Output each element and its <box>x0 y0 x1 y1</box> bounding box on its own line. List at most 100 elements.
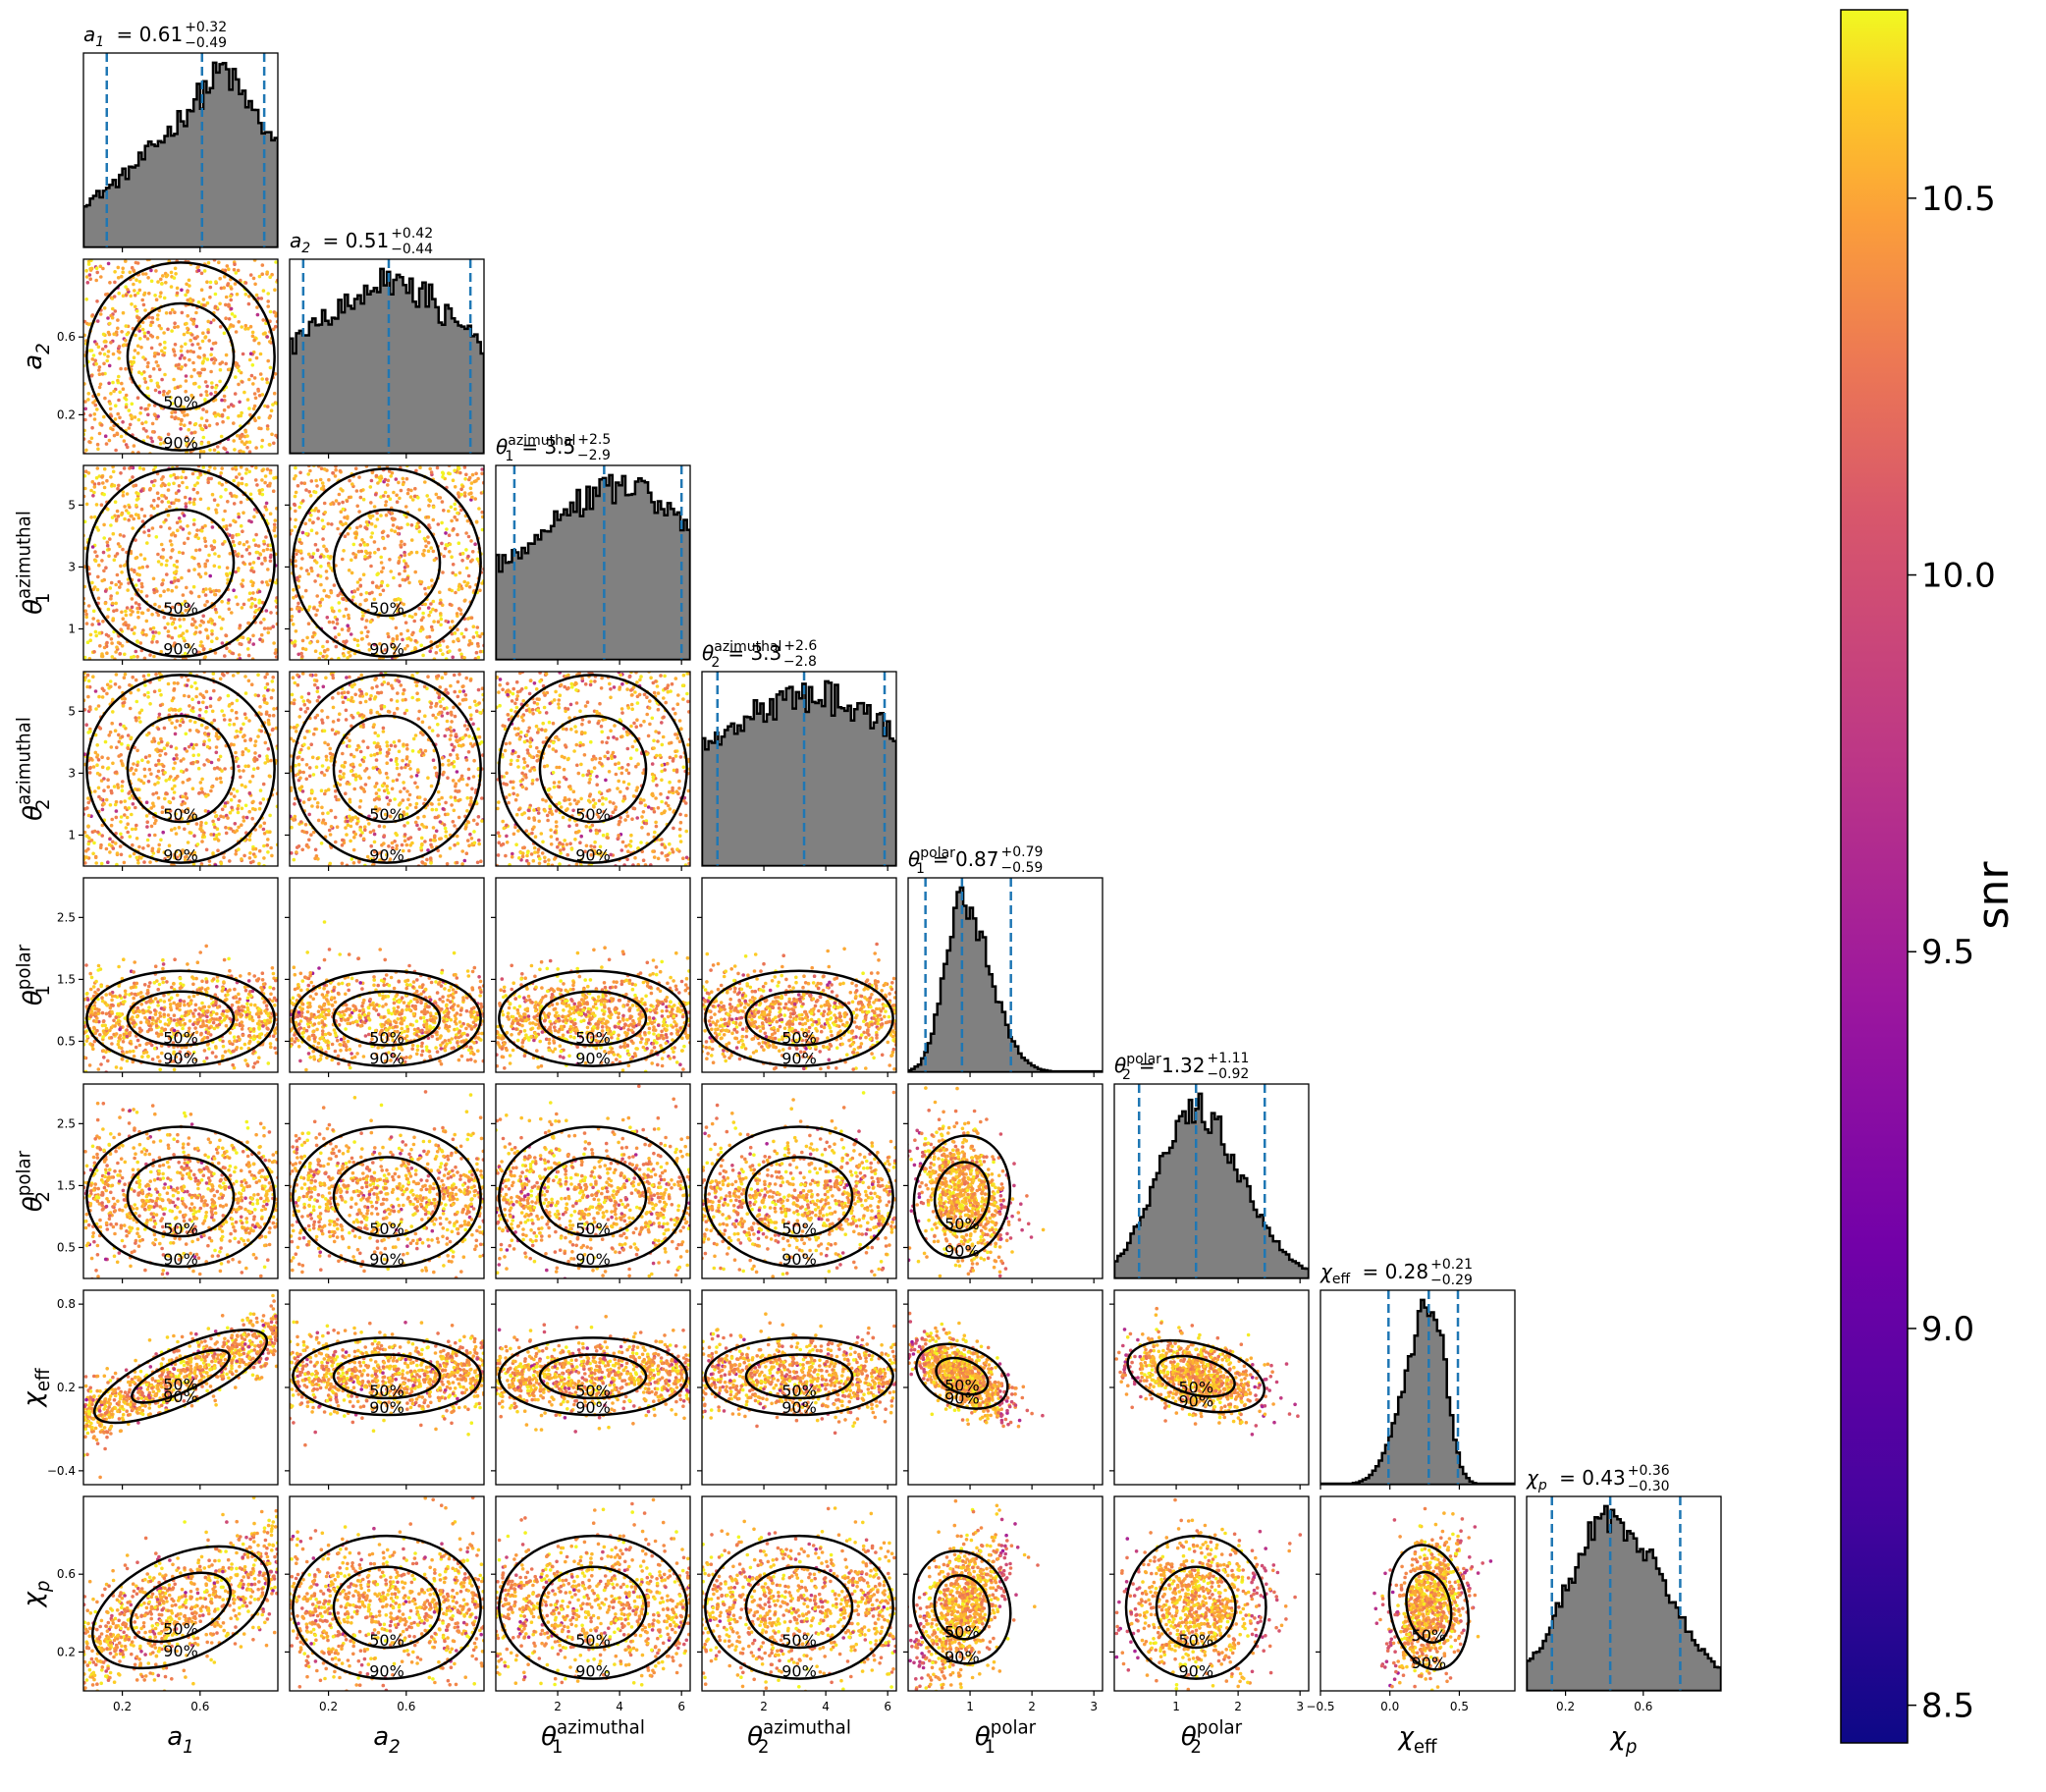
colorbar-tick-label: 9.0 <box>1921 1310 1974 1349</box>
colorbar-label: snr <box>1968 861 2019 930</box>
contour-label: 50% <box>369 1029 404 1048</box>
contour-90 <box>704 969 894 1067</box>
x-tick-label: 4 <box>616 1700 623 1713</box>
contour-label: 90% <box>575 1662 611 1681</box>
y-axis-label-th2az: θazimuthal2 <box>14 717 54 821</box>
axes-frame <box>495 671 691 867</box>
contour-90 <box>292 674 482 864</box>
contour-50 <box>538 714 648 824</box>
contour-90 <box>704 1534 894 1680</box>
contour-50 <box>131 1348 231 1404</box>
contour-label: 90% <box>781 1050 817 1068</box>
contour-label: 90% <box>163 1642 198 1660</box>
scatter-chieff-vs-th2pol: 90%50% <box>1109 1289 1310 1490</box>
axes-frame <box>289 1083 485 1279</box>
histogram-bars-a2 <box>290 267 484 454</box>
contour-50 <box>332 990 442 1047</box>
contour-label: 90% <box>163 640 198 659</box>
contour-label: 90% <box>1412 1654 1447 1672</box>
contour-90 <box>498 1125 688 1269</box>
x-tick-label: 0.0 <box>1380 1700 1399 1713</box>
contour-label: 90% <box>781 1398 817 1417</box>
y-tick-label: 3 <box>68 560 76 573</box>
contour-50 <box>933 1574 992 1641</box>
histogram-chieff: χeff = 0.28 +0.21 −0.29 <box>1319 1257 1516 1490</box>
contour-90 <box>85 969 276 1067</box>
axes-frame <box>82 1495 279 1692</box>
histogram-th2pol: θpolar 2 = 1.32 +1.11 −0.92 <box>1113 1051 1310 1283</box>
scatter-th2pol-vs-a1: 90% 50% 0.5 1.5 2.5 <box>57 1083 279 1283</box>
scatter-chieff-vs-th1az: 90%50% <box>491 1289 691 1490</box>
x-tick-label: 1 <box>1172 1700 1180 1713</box>
x-tick-label: 4 <box>822 1700 830 1713</box>
contour-label: 90% <box>369 846 404 865</box>
colorbar-tick-label: 9.5 <box>1921 933 1974 972</box>
contour-90 <box>85 1125 276 1269</box>
scatter-chieff-vs-a1: 90%50% −0.4 0.2 0.8 <box>47 1289 279 1490</box>
contour-label: 90% <box>575 1398 611 1417</box>
y-axis-label-th1az: θazimuthal1 <box>14 511 54 615</box>
contour-label: 90% <box>575 846 611 865</box>
histogram-a2: a2 = 0.51 +0.42 −0.44 <box>289 226 485 459</box>
contour-90 <box>912 1549 1012 1665</box>
contour-50 <box>332 1565 442 1650</box>
contour-90 <box>1387 1544 1470 1671</box>
axes-frame <box>907 1495 1104 1692</box>
contour-90 <box>498 674 688 864</box>
axes-frame <box>907 1083 1104 1279</box>
contour-50 <box>538 990 648 1047</box>
axes-frame <box>1319 1495 1516 1692</box>
contour-label: 90% <box>781 1662 817 1681</box>
contour-50 <box>744 1353 854 1400</box>
y-axis-label-th1pol: θpolar1 <box>14 944 54 1005</box>
x-axis-label-a1: a1 <box>167 1722 194 1758</box>
y-tick-label: −0.4 <box>47 1464 76 1478</box>
contour-50 <box>538 1353 648 1400</box>
contour-label: 50% <box>163 393 198 411</box>
y-tick-label: 1 <box>68 622 76 635</box>
contour-label: 50% <box>575 1631 611 1650</box>
x-tick-label: 0.6 <box>190 1700 209 1713</box>
axes-frame <box>289 671 485 867</box>
title-a2: a2 = 0.51 +0.42 −0.44 <box>290 226 433 257</box>
scatter-th1pol-vs-a2: 90%50% <box>285 877 485 1077</box>
contour-label: 50% <box>575 1382 611 1400</box>
axes-frame <box>1113 1083 1310 1279</box>
histogram-bars-th1az <box>496 473 690 660</box>
axes-frame <box>289 464 485 661</box>
contour-90 <box>915 1342 1009 1410</box>
contour-label: 50% <box>369 599 404 618</box>
contour-50 <box>126 714 236 824</box>
title-chip: χp = 0.43 +0.36 −0.30 <box>1526 1463 1670 1494</box>
contour-50 <box>933 1161 991 1233</box>
scatter-chip-vs-chieff: 90% 50% −0.5 0.0 0.5 <box>1306 1495 1516 1713</box>
axes-frame <box>82 1083 279 1279</box>
title-a1: a1 = 0.61 +0.32 −0.49 <box>83 20 227 51</box>
x-tick-label: 0.6 <box>397 1700 415 1713</box>
y-tick-label: 5 <box>68 498 76 512</box>
contour-90 <box>292 1336 482 1417</box>
contour-label: 50% <box>369 1382 404 1400</box>
contour-50 <box>538 1156 648 1238</box>
contour-50 <box>744 1156 854 1238</box>
axes-frame <box>82 877 279 1073</box>
histogram-chip: χp = 0.43 +0.36 −0.30 0.2 0.6 <box>1526 1463 1722 1713</box>
scatter-th1pol-vs-th2az: 90%50% <box>697 877 897 1077</box>
y-axis-label-chip: χp <box>19 1581 54 1609</box>
contour-label: 50% <box>369 805 404 824</box>
axes-frame <box>495 1083 691 1279</box>
contour-label: 90% <box>369 640 404 659</box>
contour-label: 50% <box>163 1220 198 1238</box>
contour-90 <box>91 1545 270 1670</box>
axes-frame <box>701 1495 897 1692</box>
contour-label: 90% <box>163 434 198 453</box>
contour-label: 50% <box>163 805 198 824</box>
y-axis-label-a2: a2 <box>19 343 54 370</box>
axes-frame <box>701 671 897 867</box>
contour-90 <box>292 969 482 1067</box>
contour-label: 50% <box>1178 1631 1213 1650</box>
contour-label: 50% <box>575 1029 611 1048</box>
scatter-chip-vs-a2: 90% 50% 0.2 0.6 <box>285 1495 485 1713</box>
axes-frame <box>1113 1495 1310 1692</box>
